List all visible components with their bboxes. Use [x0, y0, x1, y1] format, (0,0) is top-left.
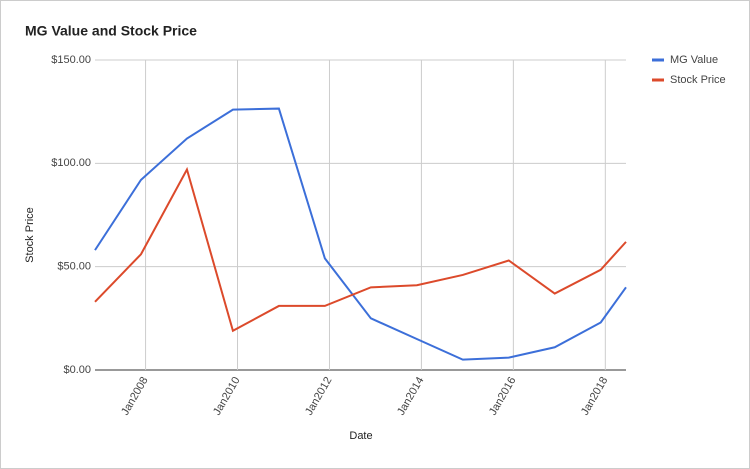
y-axis-label: Stock Price: [24, 207, 36, 263]
legend-label: Stock Price: [670, 74, 726, 86]
y-tick-label: $150.00: [51, 54, 91, 66]
chart-title: MG Value and Stock Price: [25, 23, 197, 39]
series-line: [94, 166, 627, 333]
legend-label: MG Value: [670, 54, 718, 66]
series-line: [94, 107, 627, 361]
x-axis-label: Date: [349, 430, 372, 442]
y-tick-label: $100.00: [51, 157, 91, 169]
y-tick-label: $50.00: [57, 261, 91, 273]
y-tick-label: $0.00: [63, 364, 91, 376]
